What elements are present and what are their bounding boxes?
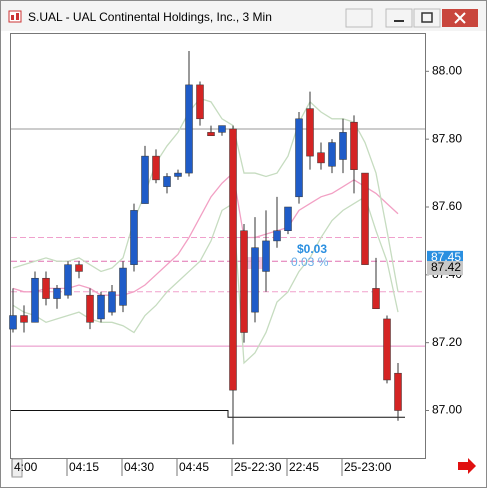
- maximize-glyph: [421, 12, 433, 23]
- candle-body: [152, 155, 160, 181]
- candle-body: [20, 315, 28, 323]
- app-icon-bar: [11, 15, 14, 20]
- x-tick-label: 25-22:30: [234, 460, 282, 474]
- candle-body: [361, 172, 369, 265]
- price-label: 87.42: [431, 260, 461, 274]
- candle-body: [372, 288, 380, 310]
- app-icon-bar: [16, 13, 19, 20]
- scroll-arrow[interactable]: [458, 458, 476, 474]
- candle-body: [130, 210, 138, 265]
- candle-body: [75, 264, 83, 272]
- candle-body: [97, 294, 105, 320]
- candle-body: [273, 230, 281, 242]
- candle-body: [86, 294, 94, 323]
- candle-body: [64, 264, 72, 296]
- candle-body: [196, 84, 204, 120]
- x-tick-label: 4:00: [14, 460, 38, 474]
- candle-body: [383, 318, 391, 381]
- y-tick-label: 87.00: [432, 403, 462, 417]
- close-glyph: [454, 12, 466, 24]
- annotation: 0.03 %: [291, 255, 329, 269]
- y-tick-label: 87.20: [432, 335, 462, 349]
- x-tick-label: 04:15: [69, 460, 99, 474]
- candle-body: [108, 291, 116, 313]
- window-title: S.UAL - UAL Continental Holdings, Inc., …: [28, 10, 272, 24]
- candle-body: [339, 132, 347, 160]
- candle-body: [394, 372, 402, 411]
- x-tick-label: 04:45: [179, 460, 209, 474]
- candle-body: [284, 206, 292, 231]
- x-tick-label: 25-23:00: [344, 460, 392, 474]
- candle-body: [53, 288, 61, 299]
- y-tick-label: 87.80: [432, 131, 462, 145]
- candle-body: [163, 176, 171, 187]
- candle-body: [9, 315, 17, 330]
- candle-body: [306, 108, 314, 157]
- indicator-line: [12, 171, 399, 296]
- candle-body: [240, 230, 248, 333]
- candle-body: [141, 155, 149, 204]
- app-icon: [8, 10, 22, 23]
- candle-body: [328, 142, 336, 167]
- indicator-line: [11, 410, 405, 418]
- candle-body: [42, 277, 50, 299]
- x-tick-label: 04:30: [124, 460, 154, 474]
- candle-body: [251, 247, 259, 313]
- candle-body: [31, 277, 39, 323]
- candle-body: [295, 118, 303, 198]
- plot-area: [10, 33, 426, 459]
- candle-body: [350, 121, 358, 170]
- price-label-box: [427, 261, 463, 276]
- link-button[interactable]: [345, 8, 373, 28]
- candle-body: [207, 132, 215, 137]
- candle-body: [229, 128, 237, 391]
- y-tick-label: 88.00: [432, 63, 462, 77]
- candle-body: [262, 240, 270, 272]
- maximize-button[interactable]: [413, 8, 441, 28]
- candle-body: [174, 172, 182, 177]
- candle-body: [317, 152, 325, 164]
- y-tick-label: 87.60: [432, 199, 462, 213]
- annotation: $0.03: [297, 242, 327, 256]
- indicator-line: [12, 97, 399, 292]
- price-label: 87.45: [431, 250, 461, 264]
- x-tick-label: 22:45: [289, 460, 319, 474]
- candle-body: [185, 84, 193, 174]
- candle-body: [119, 267, 127, 306]
- indicator-line: [12, 195, 399, 365]
- candle-body: [218, 125, 226, 133]
- minimize-button[interactable]: [385, 8, 413, 28]
